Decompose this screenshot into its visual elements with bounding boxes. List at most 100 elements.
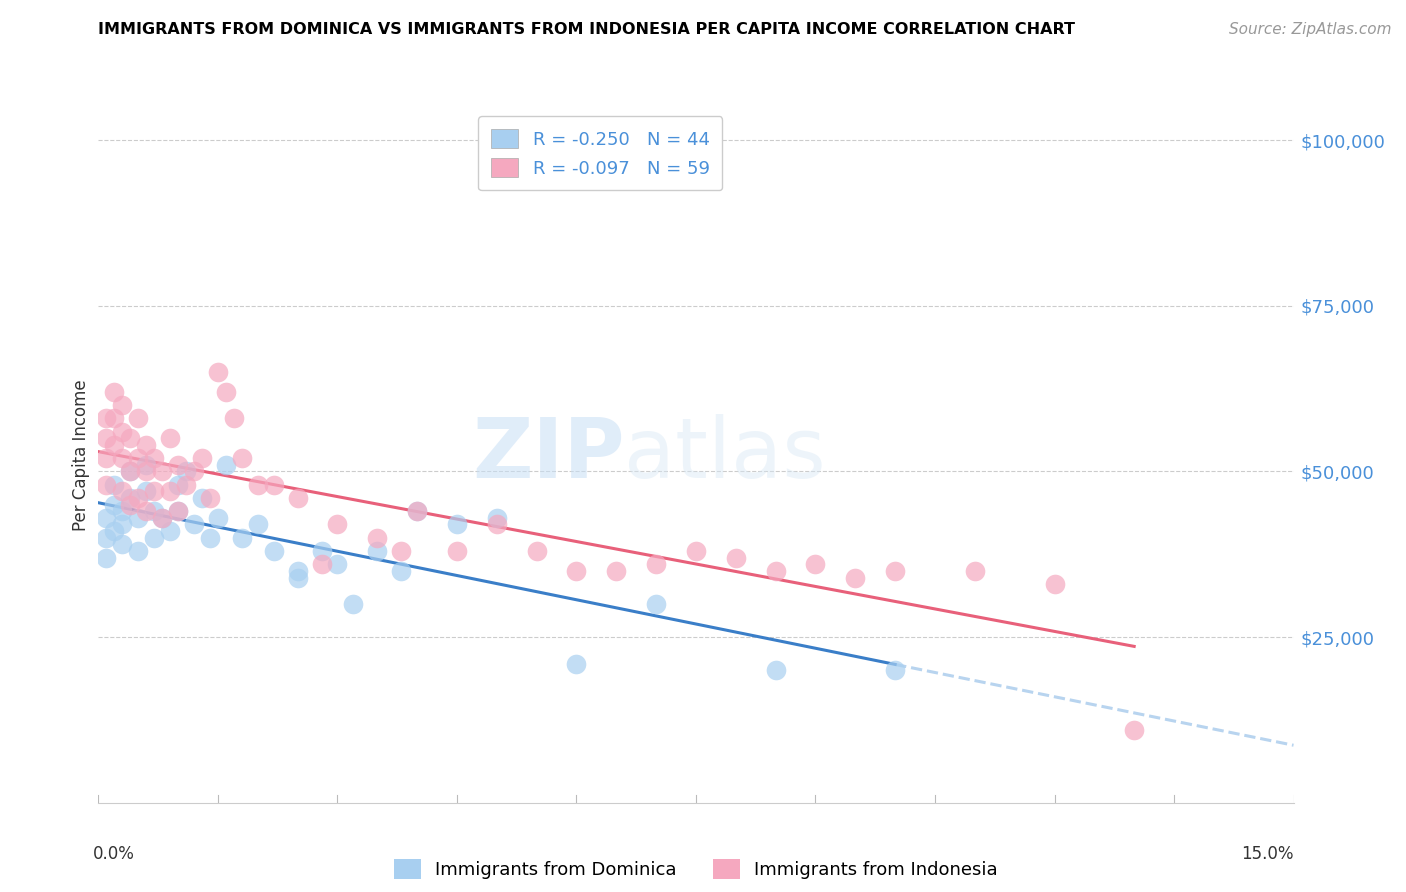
Point bbox=[231, 451, 253, 466]
Point bbox=[191, 491, 214, 505]
Point bbox=[111, 517, 134, 532]
Point bbox=[246, 517, 269, 532]
Point bbox=[120, 431, 142, 445]
Point bbox=[111, 484, 134, 499]
Point bbox=[127, 511, 149, 525]
Point bbox=[135, 504, 157, 518]
Point bbox=[120, 465, 142, 479]
Point bbox=[198, 491, 221, 505]
Point bbox=[167, 504, 190, 518]
Y-axis label: Per Capita Income: Per Capita Income bbox=[72, 379, 90, 531]
Point bbox=[884, 663, 907, 677]
Point bbox=[884, 564, 907, 578]
Point bbox=[103, 477, 125, 491]
Point bbox=[446, 544, 468, 558]
Point bbox=[150, 465, 173, 479]
Point bbox=[804, 558, 827, 572]
Point bbox=[111, 451, 134, 466]
Point bbox=[174, 465, 197, 479]
Point bbox=[96, 550, 118, 565]
Point bbox=[263, 477, 285, 491]
Point bbox=[167, 458, 190, 472]
Text: 0.0%: 0.0% bbox=[93, 845, 135, 863]
Point bbox=[222, 411, 245, 425]
Point bbox=[685, 544, 707, 558]
Legend: R = -0.250   N = 44, R = -0.097   N = 59: R = -0.250 N = 44, R = -0.097 N = 59 bbox=[478, 116, 723, 190]
Point bbox=[127, 544, 149, 558]
Text: ZIP: ZIP bbox=[472, 415, 624, 495]
Point bbox=[724, 550, 747, 565]
Point bbox=[311, 558, 333, 572]
Point bbox=[96, 451, 118, 466]
Point bbox=[246, 477, 269, 491]
Point bbox=[127, 491, 149, 505]
Point bbox=[287, 491, 309, 505]
Point bbox=[485, 511, 508, 525]
Point bbox=[645, 558, 668, 572]
Point bbox=[143, 504, 166, 518]
Point bbox=[565, 657, 588, 671]
Point bbox=[96, 477, 118, 491]
Point bbox=[231, 531, 253, 545]
Point bbox=[159, 484, 181, 499]
Point bbox=[366, 531, 388, 545]
Text: 15.0%: 15.0% bbox=[1241, 845, 1294, 863]
Point bbox=[143, 484, 166, 499]
Point bbox=[111, 537, 134, 551]
Text: IMMIGRANTS FROM DOMINICA VS IMMIGRANTS FROM INDONESIA PER CAPITA INCOME CORRELAT: IMMIGRANTS FROM DOMINICA VS IMMIGRANTS F… bbox=[98, 22, 1076, 37]
Point bbox=[963, 564, 986, 578]
Point bbox=[565, 564, 588, 578]
Point bbox=[135, 465, 157, 479]
Point bbox=[167, 504, 190, 518]
Point bbox=[342, 597, 364, 611]
Point bbox=[143, 451, 166, 466]
Point bbox=[135, 458, 157, 472]
Point bbox=[765, 663, 787, 677]
Point bbox=[135, 484, 157, 499]
Point bbox=[150, 511, 173, 525]
Point bbox=[389, 544, 412, 558]
Point bbox=[191, 451, 214, 466]
Point bbox=[207, 365, 229, 379]
Point bbox=[605, 564, 627, 578]
Point bbox=[844, 570, 866, 584]
Point bbox=[103, 524, 125, 538]
Point bbox=[96, 411, 118, 425]
Point bbox=[326, 517, 349, 532]
Point bbox=[159, 431, 181, 445]
Point bbox=[174, 477, 197, 491]
Point bbox=[1123, 723, 1146, 737]
Point bbox=[103, 498, 125, 512]
Point bbox=[120, 491, 142, 505]
Point bbox=[406, 504, 429, 518]
Point bbox=[389, 564, 412, 578]
Point bbox=[127, 411, 149, 425]
Point bbox=[287, 570, 309, 584]
Point bbox=[150, 511, 173, 525]
Point bbox=[207, 511, 229, 525]
Point bbox=[406, 504, 429, 518]
Point bbox=[167, 477, 190, 491]
Point bbox=[96, 431, 118, 445]
Point bbox=[120, 465, 142, 479]
Point bbox=[311, 544, 333, 558]
Point bbox=[446, 517, 468, 532]
Point bbox=[103, 438, 125, 452]
Point bbox=[120, 498, 142, 512]
Point bbox=[1043, 577, 1066, 591]
Point bbox=[765, 564, 787, 578]
Point bbox=[263, 544, 285, 558]
Point bbox=[183, 517, 205, 532]
Point bbox=[198, 531, 221, 545]
Point bbox=[111, 425, 134, 439]
Point bbox=[526, 544, 548, 558]
Text: Source: ZipAtlas.com: Source: ZipAtlas.com bbox=[1229, 22, 1392, 37]
Point bbox=[215, 384, 238, 399]
Point bbox=[215, 458, 238, 472]
Point bbox=[326, 558, 349, 572]
Text: atlas: atlas bbox=[624, 415, 825, 495]
Point bbox=[143, 531, 166, 545]
Point bbox=[103, 411, 125, 425]
Point bbox=[287, 564, 309, 578]
Point bbox=[111, 398, 134, 412]
